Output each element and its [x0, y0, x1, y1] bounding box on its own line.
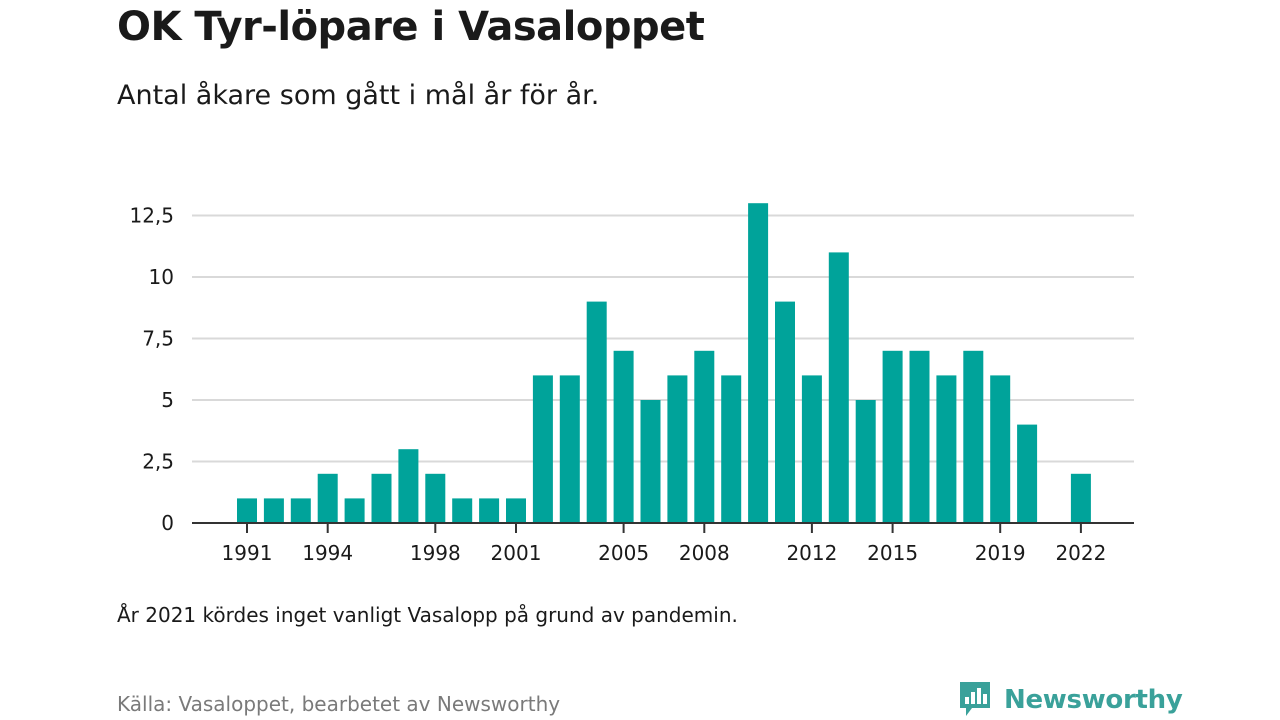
x-tick-label: 2019	[975, 541, 1026, 565]
bar-2006	[640, 400, 661, 523]
chart-title: OK Tyr-löpare i Vasaloppet	[117, 4, 705, 50]
x-tick-label: 2008	[679, 541, 730, 565]
x-tick-label: 1994	[302, 541, 353, 565]
bar-2010	[748, 203, 769, 523]
bar-2019	[990, 375, 1011, 523]
bar-2007	[667, 375, 688, 523]
bar-2009	[721, 375, 742, 523]
chart-subtitle: Antal åkare som gått i mål år för år.	[117, 80, 600, 111]
bar-2017	[936, 375, 957, 523]
bar-2008	[694, 350, 715, 523]
brand-name: Newsworthy	[1004, 685, 1183, 715]
source-credit: Källa: Vasaloppet, bearbetet av Newswort…	[117, 692, 561, 716]
bar-2016	[909, 350, 930, 523]
bars	[237, 203, 1091, 523]
bar-2000	[479, 498, 500, 523]
x-axis-ticks: 1991 1994 1998 2001 2005 2008 2012 2015 2019 2022	[222, 523, 1106, 565]
y-tick-label: 7,5	[142, 327, 174, 351]
newsworthy-bar-chart-bubble-icon	[960, 682, 990, 716]
bar-1992	[263, 498, 284, 523]
x-tick-label: 1991	[222, 541, 273, 565]
bar-1993	[290, 498, 311, 523]
bar-1997	[398, 449, 419, 523]
y-axis-ticks: 0 2,5 5 7,5 10 12,5	[129, 204, 174, 536]
bar-2014	[855, 400, 876, 523]
x-tick-label: 2012	[786, 541, 837, 565]
bar-2022	[1070, 473, 1091, 523]
y-tick-label: 12,5	[129, 204, 174, 228]
y-tick-label: 0	[161, 511, 174, 535]
x-tick-label: 2005	[598, 541, 649, 565]
bar-2003	[559, 375, 580, 523]
bar-1991	[237, 498, 257, 523]
y-tick-label: 2,5	[142, 450, 174, 474]
bar-1996	[371, 473, 392, 523]
bar-1995	[344, 498, 365, 523]
bar-2015	[882, 350, 903, 523]
x-tick-label: 1998	[410, 541, 461, 565]
bar-2001	[506, 498, 526, 523]
bar-2020	[1017, 424, 1038, 523]
bar-2012	[801, 375, 822, 523]
bar-2013	[828, 252, 849, 523]
bar-1998	[425, 473, 446, 523]
y-tick-label: 10	[149, 265, 174, 289]
x-tick-label: 2015	[867, 541, 918, 565]
bar-2011	[775, 301, 795, 523]
bar-2002	[532, 375, 553, 523]
bar-1999	[452, 498, 473, 523]
bar-2005	[613, 350, 634, 523]
x-tick-label: 2001	[491, 541, 542, 565]
y-tick-label: 5	[161, 388, 174, 412]
x-tick-label: 2022	[1055, 541, 1106, 565]
bar-1994	[317, 473, 338, 523]
footnote: År 2021 kördes inget vanligt Vasalopp på…	[117, 603, 738, 627]
brand-logo: Newsworthy	[958, 680, 1183, 720]
bar-2004	[586, 301, 607, 523]
bar-2018	[963, 350, 984, 523]
